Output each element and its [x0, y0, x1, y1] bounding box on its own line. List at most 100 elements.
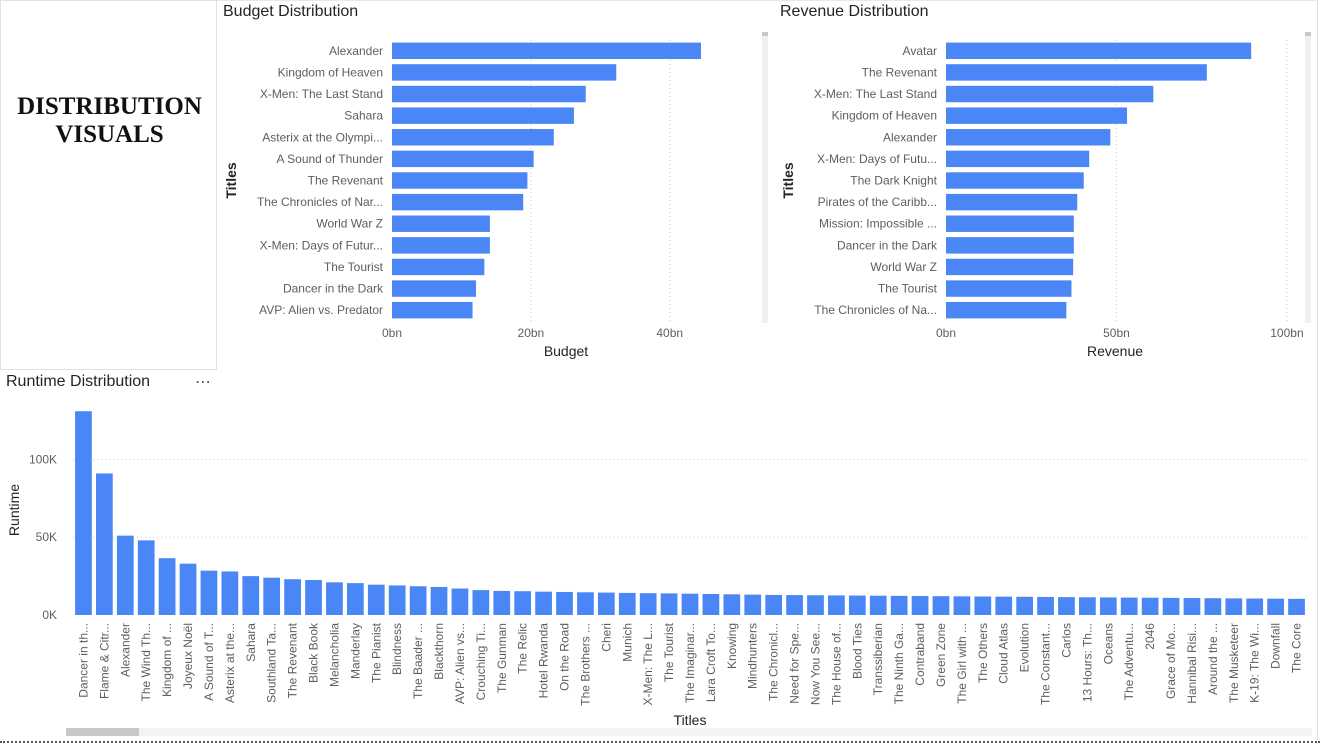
runtime-bar[interactable]: [723, 594, 741, 615]
budget-bar[interactable]: [392, 64, 617, 81]
runtime-bar[interactable]: [744, 594, 762, 615]
budget-scrollbar[interactable]: [762, 32, 768, 323]
runtime-bar[interactable]: [890, 595, 908, 615]
revenue-scrollbar-thumb[interactable]: [1305, 32, 1311, 36]
runtime-bar[interactable]: [1225, 598, 1243, 615]
runtime-category-label: The Ninth Ga...: [892, 623, 906, 704]
budget-bar[interactable]: [392, 280, 477, 297]
runtime-bar[interactable]: [326, 582, 343, 615]
runtime-bar[interactable]: [911, 596, 929, 615]
runtime-bar[interactable]: [367, 584, 385, 615]
runtime-bar[interactable]: [200, 570, 218, 615]
runtime-bar[interactable]: [137, 540, 155, 615]
runtime-bar[interactable]: [1120, 597, 1138, 615]
runtime-bar[interactable]: [1079, 597, 1096, 615]
runtime-bar[interactable]: [786, 595, 803, 615]
runtime-bar[interactable]: [1183, 598, 1201, 615]
runtime-bar[interactable]: [618, 592, 636, 615]
more-options-icon[interactable]: ⋯: [195, 374, 212, 391]
revenue-bar[interactable]: [946, 237, 1074, 254]
runtime-bar[interactable]: [493, 590, 511, 615]
runtime-bar[interactable]: [472, 590, 490, 615]
revenue-bar[interactable]: [946, 107, 1128, 124]
runtime-bar[interactable]: [1058, 597, 1075, 615]
runtime-bar[interactable]: [1141, 597, 1159, 615]
runtime-bar[interactable]: [451, 588, 469, 615]
runtime-bar[interactable]: [702, 594, 720, 615]
runtime-bar[interactable]: [995, 596, 1013, 615]
revenue-bar[interactable]: [946, 193, 1078, 211]
runtime-bar[interactable]: [1099, 597, 1117, 615]
runtime-bar[interactable]: [597, 592, 615, 615]
revenue-bar[interactable]: [946, 85, 1154, 103]
runtime-category-label: Cloud Atlas: [997, 623, 1011, 684]
runtime-bar[interactable]: [96, 473, 113, 615]
runtime-bar[interactable]: [932, 596, 950, 615]
budget-y-axis-label: Titles: [223, 162, 239, 199]
runtime-bar[interactable]: [953, 596, 971, 615]
runtime-category-label: Joyeux Noël: [181, 623, 195, 689]
budget-bar[interactable]: [392, 215, 490, 232]
runtime-bar[interactable]: [514, 591, 532, 615]
runtime-bar[interactable]: [828, 595, 845, 615]
runtime-bar[interactable]: [430, 587, 448, 615]
runtime-bar[interactable]: [869, 595, 887, 615]
runtime-bar[interactable]: [974, 596, 992, 615]
runtime-bar[interactable]: [556, 591, 573, 615]
revenue-scrollbar[interactable]: [1305, 32, 1311, 323]
runtime-bar[interactable]: [535, 591, 552, 615]
runtime-bar[interactable]: [263, 577, 281, 615]
runtime-bar[interactable]: [1162, 597, 1180, 615]
revenue-bar[interactable]: [946, 301, 1067, 319]
budget-bar[interactable]: [392, 301, 473, 319]
budget-bar[interactable]: [392, 42, 701, 60]
runtime-bar[interactable]: [305, 580, 322, 615]
top-divider: [217, 0, 1317, 1]
runtime-category-label: Green Zone: [934, 623, 948, 687]
runtime-bar[interactable]: [681, 593, 699, 615]
budget-scrollbar-thumb[interactable]: [762, 32, 768, 36]
revenue-bar[interactable]: [946, 215, 1074, 232]
runtime-bar[interactable]: [75, 411, 92, 615]
runtime-bar[interactable]: [221, 571, 239, 615]
runtime-bar[interactable]: [577, 592, 594, 615]
revenue-bar[interactable]: [946, 42, 1252, 60]
budget-bar[interactable]: [392, 258, 485, 276]
budget-bar[interactable]: [392, 150, 534, 168]
revenue-bar[interactable]: [946, 64, 1207, 81]
runtime-bar[interactable]: [765, 594, 783, 615]
runtime-bar[interactable]: [660, 593, 678, 615]
budget-bar[interactable]: [392, 129, 554, 146]
runtime-bar[interactable]: [179, 563, 197, 615]
revenue-bar[interactable]: [946, 150, 1090, 168]
runtime-bar[interactable]: [1037, 596, 1054, 615]
revenue-bar[interactable]: [946, 129, 1111, 146]
budget-bar[interactable]: [392, 172, 528, 189]
runtime-bar[interactable]: [388, 585, 406, 615]
runtime-bar[interactable]: [242, 576, 260, 615]
budget-bar[interactable]: [392, 237, 490, 254]
budget-bar[interactable]: [392, 193, 524, 211]
runtime-bar[interactable]: [116, 535, 134, 615]
runtime-bar[interactable]: [158, 558, 176, 615]
revenue-bar[interactable]: [946, 258, 1074, 276]
runtime-scrollbar-thumb[interactable]: [66, 728, 139, 736]
runtime-bar[interactable]: [1246, 598, 1264, 615]
runtime-bar[interactable]: [346, 583, 364, 615]
revenue-category-label: The Revenant: [862, 65, 938, 79]
budget-bar[interactable]: [392, 107, 574, 124]
revenue-bar[interactable]: [946, 280, 1072, 297]
runtime-bar[interactable]: [284, 579, 301, 615]
runtime-bar[interactable]: [1204, 598, 1222, 615]
runtime-scrollbar[interactable]: [66, 728, 1312, 736]
runtime-y-tick-label: 50K: [36, 530, 57, 544]
runtime-bar[interactable]: [1288, 598, 1305, 615]
runtime-bar[interactable]: [1267, 598, 1284, 615]
runtime-bar[interactable]: [639, 593, 657, 615]
runtime-bar[interactable]: [848, 595, 866, 615]
budget-bar[interactable]: [392, 85, 586, 103]
runtime-bar[interactable]: [807, 595, 824, 615]
revenue-bar[interactable]: [946, 172, 1084, 189]
runtime-bar[interactable]: [409, 586, 427, 615]
runtime-bar[interactable]: [1016, 596, 1034, 615]
